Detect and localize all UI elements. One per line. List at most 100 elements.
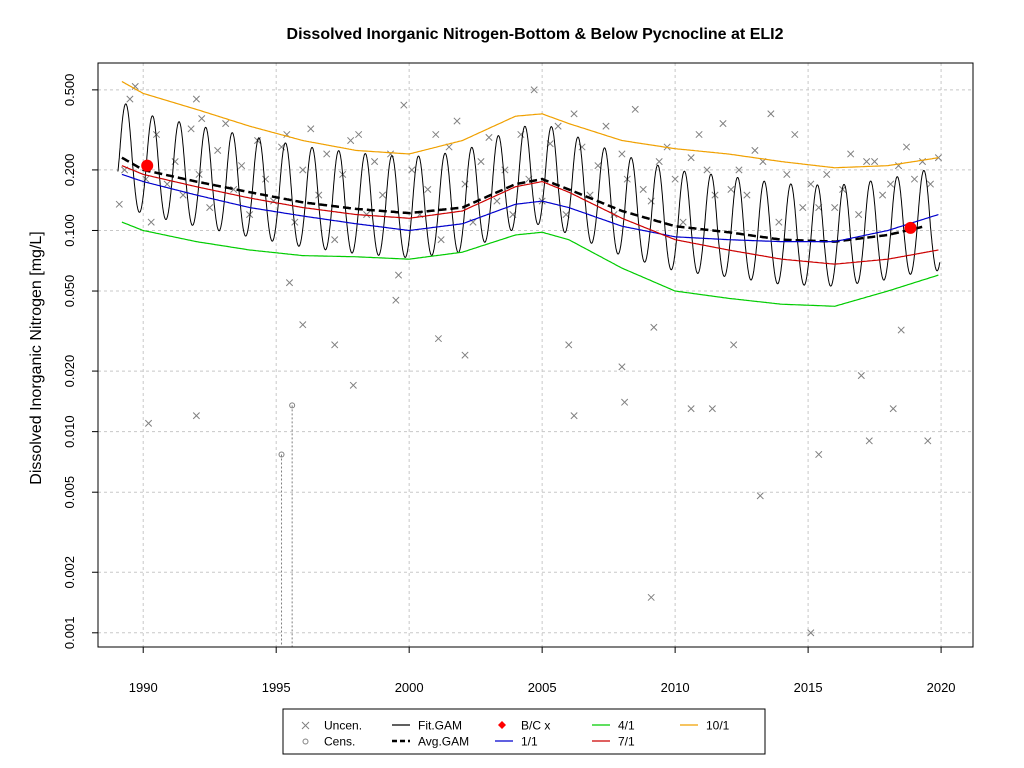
uncensored-point xyxy=(902,143,911,151)
y-tick-label: 0.200 xyxy=(62,154,77,187)
uncensored-point xyxy=(291,218,299,226)
uncensored-point xyxy=(751,146,759,154)
uncensored-point xyxy=(815,450,823,459)
uncensored-point xyxy=(323,150,331,158)
uncensored-point xyxy=(767,110,775,118)
uncensored-point xyxy=(432,130,440,139)
uncensored-point xyxy=(554,122,562,130)
uncensored-point xyxy=(331,341,339,349)
x-tick-label: 2000 xyxy=(395,680,424,695)
uncensored-point xyxy=(238,162,246,170)
uncensored-point xyxy=(131,82,139,90)
uncensored-point xyxy=(719,120,727,128)
uncensored-point xyxy=(857,372,865,380)
uncensored-point xyxy=(703,166,711,174)
uncensored-point xyxy=(871,158,879,166)
uncensored-point xyxy=(187,125,195,133)
uncensored-point xyxy=(493,197,501,205)
uncensored-point xyxy=(735,166,743,174)
uncensored-point xyxy=(655,158,663,166)
uncensored-point xyxy=(926,180,935,188)
uncensored-point xyxy=(879,191,887,199)
y-tick-label: 0.500 xyxy=(62,74,77,107)
uncensored-point xyxy=(115,200,123,208)
legend-label: 10/1 xyxy=(706,719,730,733)
x-tick-label: 2010 xyxy=(661,680,690,695)
uncensored-point xyxy=(453,117,461,125)
bc-point xyxy=(904,221,917,234)
series-line-7-1 xyxy=(121,165,939,265)
uncensored-point xyxy=(437,236,445,244)
uncensored-point xyxy=(424,185,432,193)
uncensored-point xyxy=(647,593,655,601)
legend-label: Cens. xyxy=(324,735,355,749)
y-tick-label: 0.001 xyxy=(62,617,77,650)
uncensored-point xyxy=(570,110,578,118)
legend-box xyxy=(282,708,766,755)
uncensored-point xyxy=(230,185,238,193)
uncensored-point xyxy=(647,197,655,205)
uncensored-point xyxy=(831,203,839,212)
uncensored-point xyxy=(639,185,647,193)
uncensored-point xyxy=(485,133,493,142)
x-tick-label: 1990 xyxy=(129,680,158,695)
uncensored-point xyxy=(679,218,687,226)
uncensored-point xyxy=(687,154,695,162)
uncensored-point xyxy=(799,203,807,212)
uncensored-point xyxy=(299,166,307,174)
uncensored-point xyxy=(791,130,799,139)
uncensored-point xyxy=(594,162,602,170)
uncensored-point xyxy=(855,210,863,219)
y-axis-label: Dissolved Inorganic Nitrogen [mg/L] xyxy=(28,231,45,484)
plot-content xyxy=(115,80,942,647)
y-tick-label: 0.100 xyxy=(62,214,77,247)
uncensored-point xyxy=(347,136,355,145)
legend-label: 7/1 xyxy=(618,735,635,749)
uncensored-point xyxy=(889,405,897,413)
uncensored-point xyxy=(198,115,206,123)
grid-lines xyxy=(98,63,973,647)
legend-label: 4/1 xyxy=(618,719,635,733)
uncensored-point xyxy=(865,437,873,445)
uncensored-point xyxy=(222,120,230,128)
uncensored-point xyxy=(363,210,371,219)
x-tick-label: 1995 xyxy=(262,680,291,695)
uncensored-point xyxy=(461,351,469,359)
uncensored-point xyxy=(783,170,791,178)
legend-label: 1/1 xyxy=(521,735,538,749)
uncensored-point xyxy=(400,101,408,109)
x-tick-label: 2005 xyxy=(528,680,557,695)
legend-symbol-x xyxy=(301,721,310,730)
plot-frame xyxy=(97,62,974,648)
uncensored-point xyxy=(847,150,855,158)
uncensored-point xyxy=(743,191,751,199)
uncensored-point xyxy=(775,218,783,226)
legend-label: Uncen. xyxy=(324,719,362,733)
uncensored-point xyxy=(687,405,695,413)
uncensored-point xyxy=(331,236,339,244)
uncensored-point xyxy=(214,146,222,154)
uncensored-point xyxy=(708,405,716,413)
uncensored-point xyxy=(434,335,442,343)
uncensored-point xyxy=(206,203,214,212)
legend-label: Fit.GAM xyxy=(418,719,462,733)
y-tick-label: 0.050 xyxy=(62,275,77,308)
legend-symbol-diamond xyxy=(498,721,506,729)
series-line-4-1 xyxy=(121,221,939,307)
uncensored-point xyxy=(727,185,735,193)
censored-point xyxy=(278,451,285,458)
legend-symbol-circle xyxy=(302,738,309,745)
uncensored-point xyxy=(408,166,416,174)
uncensored-point xyxy=(823,170,831,178)
uncensored-point xyxy=(886,180,895,188)
uncensored-point xyxy=(163,180,171,188)
series-line-1-1 xyxy=(121,173,939,243)
uncensored-point xyxy=(602,122,610,130)
uncensored-point xyxy=(621,398,629,406)
uncensored-point xyxy=(730,341,738,349)
uncensored-point xyxy=(261,175,270,183)
uncensored-point xyxy=(299,321,307,329)
legend-label: B/C x xyxy=(521,719,550,733)
uncensored-point xyxy=(650,323,658,331)
